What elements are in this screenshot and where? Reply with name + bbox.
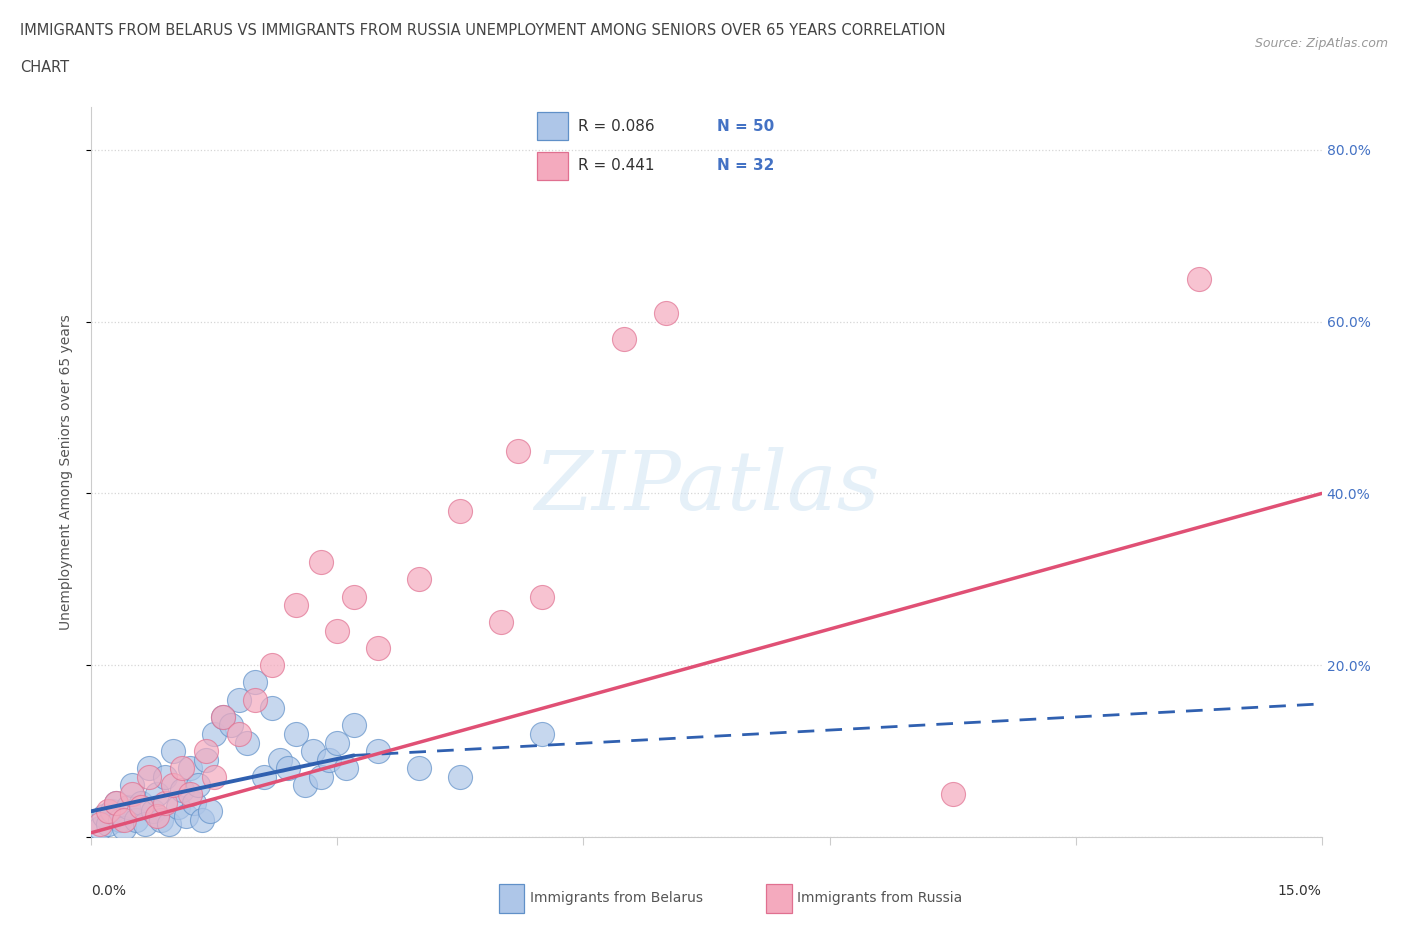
Point: [138, 769, 160, 784]
Point: [200, 804, 222, 818]
Point: [179, 787, 201, 802]
Point: [408, 761, 430, 776]
Text: N = 32: N = 32: [717, 158, 775, 173]
Text: Source: ZipAtlas.com: Source: ZipAtlas.com: [1254, 37, 1388, 50]
Point: [162, 744, 184, 759]
Point: [211, 710, 233, 724]
Point: [179, 761, 201, 776]
Point: [195, 752, 218, 767]
Point: [150, 813, 173, 828]
Point: [191, 813, 214, 828]
Point: [654, 306, 676, 321]
Point: [170, 761, 193, 776]
Point: [195, 744, 218, 759]
Point: [531, 726, 554, 741]
Point: [228, 692, 250, 707]
Point: [121, 778, 143, 793]
Point: [367, 641, 389, 656]
Point: [105, 795, 127, 810]
Point: [531, 589, 554, 604]
Point: [269, 752, 291, 767]
Point: [245, 692, 267, 707]
Point: [97, 804, 120, 818]
Point: [121, 787, 143, 802]
Point: [202, 769, 225, 784]
Point: [309, 554, 332, 569]
Point: [343, 589, 366, 604]
Point: [491, 615, 513, 630]
Point: [125, 813, 148, 828]
Y-axis label: Unemployment Among Seniors over 65 years: Unemployment Among Seniors over 65 years: [59, 314, 73, 630]
Text: R = 0.441: R = 0.441: [578, 158, 654, 173]
Point: [253, 769, 276, 784]
Point: [449, 769, 471, 784]
Point: [449, 503, 471, 518]
Point: [613, 331, 636, 346]
Point: [101, 804, 124, 818]
Point: [129, 800, 152, 815]
Point: [219, 718, 242, 733]
Point: [301, 744, 323, 759]
Point: [112, 821, 135, 836]
Text: 0.0%: 0.0%: [91, 884, 127, 898]
Point: [108, 813, 131, 828]
Text: N = 50: N = 50: [717, 119, 775, 134]
Point: [129, 795, 152, 810]
Bar: [537, 112, 568, 140]
Point: [142, 804, 165, 818]
Point: [260, 700, 283, 715]
Point: [506, 443, 529, 458]
Bar: [537, 152, 568, 180]
Point: [89, 821, 111, 836]
Text: CHART: CHART: [20, 60, 69, 75]
Text: IMMIGRANTS FROM BELARUS VS IMMIGRANTS FROM RUSSIA UNEMPLOYMENT AMONG SENIORS OVE: IMMIGRANTS FROM BELARUS VS IMMIGRANTS FR…: [20, 23, 945, 38]
Point: [228, 726, 250, 741]
Text: Immigrants from Russia: Immigrants from Russia: [797, 891, 963, 906]
Point: [166, 800, 188, 815]
Point: [162, 778, 184, 793]
Text: R = 0.086: R = 0.086: [578, 119, 654, 134]
Point: [285, 726, 308, 741]
Point: [170, 782, 193, 797]
Point: [157, 817, 180, 831]
Point: [236, 735, 259, 750]
Point: [146, 808, 169, 823]
Point: [93, 808, 115, 823]
Point: [260, 658, 283, 672]
Point: [285, 598, 308, 613]
Point: [941, 787, 963, 802]
Point: [112, 813, 135, 828]
Point: [318, 752, 340, 767]
Point: [408, 572, 430, 587]
Text: ZIPatlas: ZIPatlas: [534, 446, 879, 526]
Point: [187, 778, 209, 793]
Point: [326, 623, 349, 638]
Point: [174, 808, 197, 823]
Point: [1187, 272, 1209, 286]
Point: [89, 817, 111, 831]
Point: [211, 710, 233, 724]
Point: [367, 744, 389, 759]
Point: [105, 795, 127, 810]
Point: [294, 778, 316, 793]
Point: [335, 761, 357, 776]
Point: [153, 795, 177, 810]
Point: [277, 761, 299, 776]
Point: [183, 795, 205, 810]
Text: 15.0%: 15.0%: [1278, 884, 1322, 898]
Point: [134, 817, 156, 831]
Point: [245, 675, 267, 690]
Point: [202, 726, 225, 741]
Point: [343, 718, 366, 733]
Point: [138, 761, 160, 776]
Point: [153, 769, 177, 784]
Point: [97, 817, 120, 831]
Text: Immigrants from Belarus: Immigrants from Belarus: [530, 891, 703, 906]
Point: [326, 735, 349, 750]
Point: [146, 787, 169, 802]
Point: [309, 769, 332, 784]
Point: [117, 800, 139, 815]
